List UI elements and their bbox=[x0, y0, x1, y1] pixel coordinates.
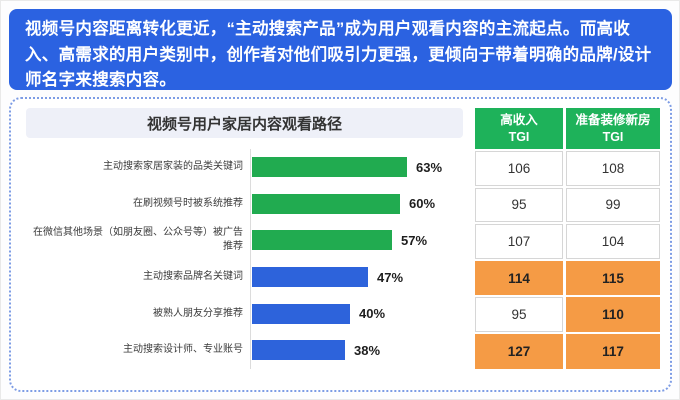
bar-track: 47% bbox=[250, 258, 463, 296]
headline-banner: 视频号内容距离转化更近，“主动搜索产品”成为用户观看内容的主流起点。而高收入、高… bbox=[9, 9, 672, 90]
table-cell: 127 bbox=[475, 333, 563, 369]
bar-track: 60% bbox=[250, 185, 463, 223]
tgi-column-header-high-income: 高收入 TGI bbox=[475, 108, 563, 149]
chart-row: 被熟人朋友分享推荐 40% bbox=[26, 295, 463, 332]
bar-track: 57% bbox=[250, 222, 463, 259]
table-cell: 95 bbox=[475, 187, 563, 223]
bar bbox=[252, 303, 350, 324]
chart-plot-area: 主动搜索家居家装的品类关键词 63% 在刷视频号时被系统推荐 60% 在微信其他… bbox=[26, 149, 463, 369]
table-cell: 108 bbox=[566, 151, 660, 186]
bar-value: 60% bbox=[409, 196, 436, 212]
bar-label: 主动搜索设计师、专业账号 bbox=[123, 344, 243, 356]
bar-value: 38% bbox=[354, 342, 381, 358]
bar-label: 在微信其他场景（如朋友圈、公众号等）被广告 推荐 bbox=[33, 227, 243, 253]
chart-row: 在微信其他场景（如朋友圈、公众号等）被广告 推荐 57% bbox=[26, 222, 463, 259]
table-cell: 95 bbox=[475, 297, 563, 332]
table-cell: 104 bbox=[566, 224, 660, 259]
content-panel: 视频号用户家居内容观看路径 主动搜索家居家装的品类关键词 63% 在刷视频号时被… bbox=[9, 97, 672, 392]
bar-chart: 视频号用户家居内容观看路径 主动搜索家居家装的品类关键词 63% 在刷视频号时被… bbox=[26, 108, 463, 390]
bar-value: 47% bbox=[377, 269, 404, 285]
column-header-line1: 准备装修新房 bbox=[575, 112, 651, 127]
table-cell: 107 bbox=[475, 224, 563, 259]
bar-value: 57% bbox=[401, 232, 428, 248]
chart-title: 视频号用户家居内容观看路径 bbox=[26, 108, 463, 138]
table-cell: 117 bbox=[566, 333, 660, 369]
table-cell: 115 bbox=[566, 260, 660, 296]
bar bbox=[252, 193, 400, 214]
chart-title-text: 视频号用户家居内容观看路径 bbox=[146, 115, 342, 133]
bar-label: 主动搜索品牌名关键词 bbox=[143, 271, 243, 283]
bar bbox=[252, 340, 345, 361]
table-row: 114 115 bbox=[475, 260, 660, 296]
bar-label: 被熟人朋友分享推荐 bbox=[153, 307, 243, 319]
bar-track: 40% bbox=[250, 295, 463, 332]
bar-track: 38% bbox=[250, 331, 463, 369]
bar-track: 63% bbox=[250, 149, 463, 186]
bar bbox=[252, 230, 392, 251]
bar-label: 在刷视频号时被系统推荐 bbox=[133, 197, 243, 209]
chart-row: 主动搜索设计师、专业账号 38% bbox=[26, 331, 463, 369]
tgi-table: 高收入 TGI 准备装修新房 TGI 106 108 95 99 107 104 bbox=[475, 108, 660, 390]
table-cell: 114 bbox=[475, 260, 563, 296]
table-row: 127 117 bbox=[475, 333, 660, 369]
column-header-line2: TGI bbox=[508, 129, 530, 144]
bar-label: 主动搜索家居家装的品类关键词 bbox=[103, 161, 243, 173]
column-header-line1: 高收入 bbox=[500, 112, 538, 127]
bar bbox=[252, 267, 368, 288]
bar-value: 63% bbox=[416, 159, 443, 175]
table-row: 107 104 bbox=[475, 224, 660, 259]
chart-row: 主动搜索品牌名关键词 47% bbox=[26, 258, 463, 296]
headline-text: 视频号内容距离转化更近，“主动搜索产品”成为用户观看内容的主流起点。而高收入、高… bbox=[25, 20, 652, 90]
tgi-table-header: 高收入 TGI 准备装修新房 TGI bbox=[475, 108, 660, 149]
chart-row: 在刷视频号时被系统推荐 60% bbox=[26, 185, 463, 223]
table-cell: 106 bbox=[475, 151, 563, 186]
table-row: 95 110 bbox=[475, 297, 660, 332]
tgi-column-header-new-home: 准备装修新房 TGI bbox=[566, 108, 660, 149]
table-row: 106 108 bbox=[475, 151, 660, 186]
bar-value: 40% bbox=[359, 306, 386, 322]
table-row: 95 99 bbox=[475, 187, 660, 223]
bar bbox=[252, 157, 407, 178]
column-header-line2: TGI bbox=[602, 129, 624, 144]
table-cell: 99 bbox=[566, 187, 660, 223]
chart-row: 主动搜索家居家装的品类关键词 63% bbox=[26, 149, 463, 186]
table-cell: 110 bbox=[566, 297, 660, 332]
